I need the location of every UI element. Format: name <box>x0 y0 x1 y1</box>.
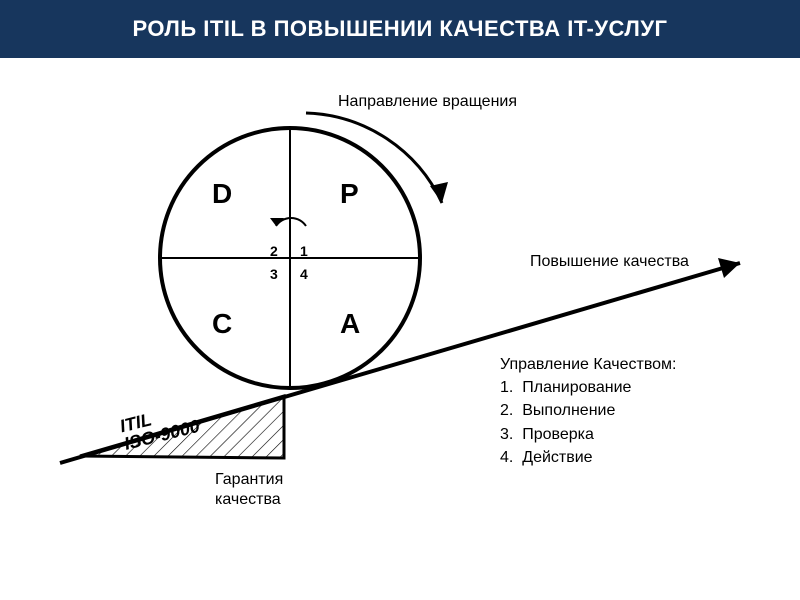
guarantee-line1: Гарантия <box>215 471 283 488</box>
incline-label: Повышение качества <box>530 253 689 271</box>
quad-letter-p: P <box>340 178 359 210</box>
diagram-svg <box>0 58 800 600</box>
center-num-4: 4 <box>300 266 308 282</box>
quality-mgmt-block: Управление Качеством: 1. Планирование 2.… <box>500 353 676 469</box>
guarantee-label: Гарантия качества <box>215 470 283 510</box>
title-bar: РОЛЬ ITIL В ПОВЫШЕНИИ КАЧЕСТВА IT-УСЛУГ <box>0 0 800 58</box>
center-num-2: 2 <box>270 243 278 259</box>
quality-mgmt-item-3: 3. Проверка <box>500 423 676 446</box>
quality-mgmt-heading: Управление Качеством: <box>500 353 676 376</box>
center-num-1: 1 <box>300 243 308 259</box>
quality-mgmt-item-4: 4. Действие <box>500 446 676 469</box>
quad-letter-c: C <box>212 308 232 340</box>
quad-letter-d: D <box>212 178 232 210</box>
page-title: РОЛЬ ITIL В ПОВЫШЕНИИ КАЧЕСТВА IT-УСЛУГ <box>132 16 667 42</box>
quality-mgmt-item-1: 1. Планирование <box>500 376 676 399</box>
center-num-3: 3 <box>270 266 278 282</box>
rotation-label: Направление вращения <box>338 93 517 111</box>
guarantee-line2: качества <box>215 491 281 508</box>
quality-mgmt-item-2: 2. Выполнение <box>500 399 676 422</box>
diagram-stage: D P C A 1 2 3 4 Направление вращения Пов… <box>0 58 800 600</box>
quad-letter-a: A <box>340 308 360 340</box>
